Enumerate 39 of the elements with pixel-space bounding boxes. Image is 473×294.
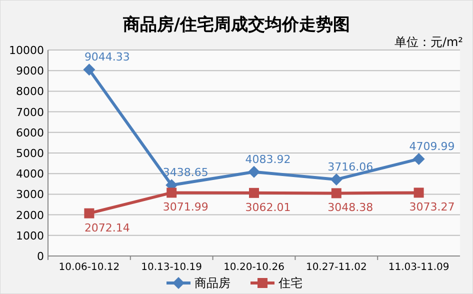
data-label: 3062.01 (245, 200, 291, 214)
y-tick-label: 3000 (16, 188, 44, 202)
y-tick-label: 4000 (16, 168, 44, 181)
x-tick-label: 11.03-11.09 (388, 262, 450, 273)
y-tick-label: 2000 (16, 208, 44, 222)
point (166, 188, 177, 198)
x-tick-label: 10.27-11.02 (306, 262, 367, 273)
point (248, 166, 260, 178)
data-label: 9044.33 (84, 50, 130, 64)
point (83, 64, 96, 76)
y-tick-label: 10000 (9, 44, 44, 57)
chart-title: 商品房/住宅周成交均价走势图 (122, 15, 350, 35)
data-label: 3073.27 (409, 200, 455, 214)
text: 单位：元/m² (394, 35, 464, 49)
point (84, 208, 94, 218)
data-label: 3071.99 (162, 200, 208, 214)
x-tick-label: 10.06-10.12 (58, 262, 120, 273)
data-label: 3438.65 (162, 166, 208, 180)
data-label: 4709.99 (409, 140, 455, 153)
point (414, 188, 424, 198)
y-tick-label: 5000 (16, 147, 44, 160)
point (412, 152, 425, 165)
y-tick-label: 8000 (16, 85, 44, 98)
data-label: 2072.14 (84, 221, 130, 234)
data-label: 4083.92 (245, 152, 291, 166)
x-tick-label: 10.13-10.19 (141, 262, 202, 273)
legend-label: 住宅 (278, 276, 302, 290)
y-tick-label: 0 (37, 250, 44, 263)
y-tick-label: 6000 (16, 126, 44, 140)
data-label: 3048.38 (328, 201, 374, 214)
y-tick-label: 9000 (16, 64, 44, 78)
legend-label: 商品房 (194, 276, 230, 290)
y-tick-label: 7000 (16, 106, 44, 119)
point (249, 188, 259, 198)
data-label: 3716.06 (328, 160, 374, 174)
x-tick-label: 10.20-10.26 (224, 262, 284, 273)
point (330, 173, 342, 186)
y-tick-label: 1000 (16, 229, 44, 242)
point (331, 188, 342, 198)
